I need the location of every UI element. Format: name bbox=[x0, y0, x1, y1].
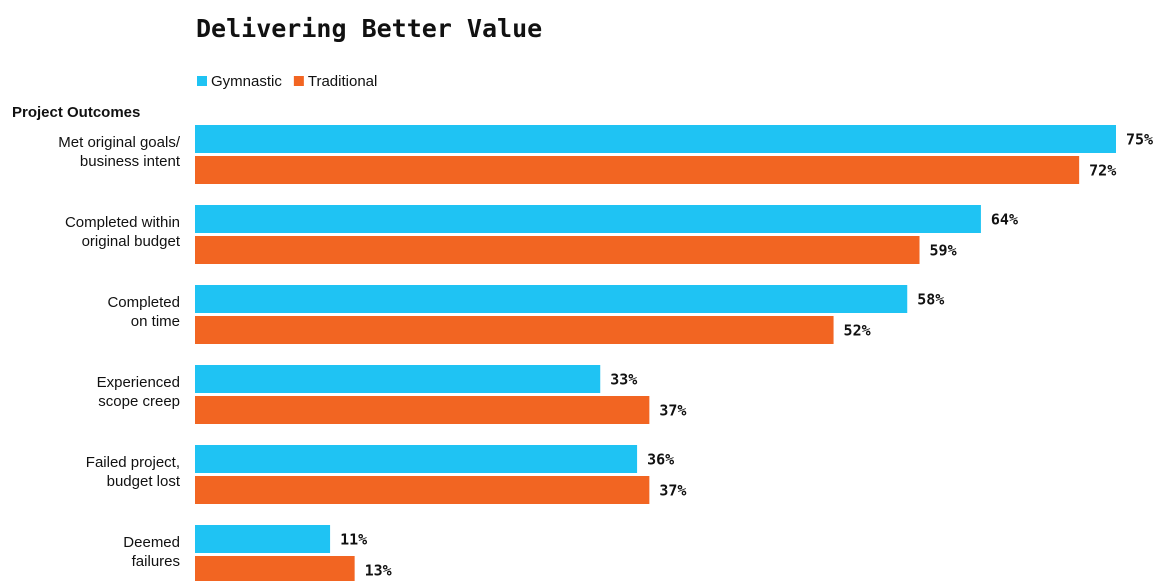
category-label: original budget bbox=[82, 233, 181, 250]
value-label: 36% bbox=[647, 451, 674, 469]
category-label: budget lost bbox=[107, 473, 181, 490]
legend-swatch bbox=[197, 76, 207, 86]
bar bbox=[195, 125, 1116, 153]
category-label: Completed bbox=[107, 294, 180, 311]
bar bbox=[195, 236, 920, 264]
category-label: failures bbox=[132, 553, 180, 570]
bar bbox=[195, 156, 1080, 184]
category-label: Completed within bbox=[65, 214, 180, 231]
value-label: 37% bbox=[659, 482, 686, 500]
value-label: 37% bbox=[659, 402, 686, 420]
value-label: 52% bbox=[844, 322, 871, 340]
value-label: 11% bbox=[340, 531, 367, 549]
category-label: Deemed bbox=[123, 534, 180, 551]
legend-label: Traditional bbox=[308, 73, 377, 90]
category-label: Failed project, bbox=[86, 454, 180, 471]
value-label: 75% bbox=[1126, 131, 1153, 149]
bar bbox=[195, 476, 650, 504]
value-label: 64% bbox=[991, 211, 1018, 229]
axis-title: Project Outcomes bbox=[12, 104, 140, 121]
category-label: Met original goals/ bbox=[58, 134, 181, 151]
bar bbox=[195, 365, 601, 393]
bar bbox=[195, 205, 981, 233]
bar bbox=[195, 525, 331, 553]
value-label: 58% bbox=[917, 291, 944, 309]
bar bbox=[195, 316, 834, 344]
bar bbox=[195, 285, 908, 313]
category-label: scope creep bbox=[98, 393, 180, 410]
value-label: 33% bbox=[610, 371, 637, 389]
legend-swatch bbox=[293, 76, 304, 86]
category-label: on time bbox=[131, 313, 180, 330]
category-label: Experienced bbox=[97, 374, 180, 391]
bar bbox=[195, 556, 355, 581]
category-label: business intent bbox=[80, 153, 181, 170]
value-label: 59% bbox=[930, 242, 957, 260]
value-label: 13% bbox=[365, 562, 392, 580]
chart-title: Delivering Better Value bbox=[196, 14, 542, 43]
legend-label: Gymnastic bbox=[211, 73, 282, 90]
bar bbox=[195, 445, 638, 473]
bar bbox=[195, 396, 650, 424]
value-label: 72% bbox=[1089, 162, 1116, 180]
